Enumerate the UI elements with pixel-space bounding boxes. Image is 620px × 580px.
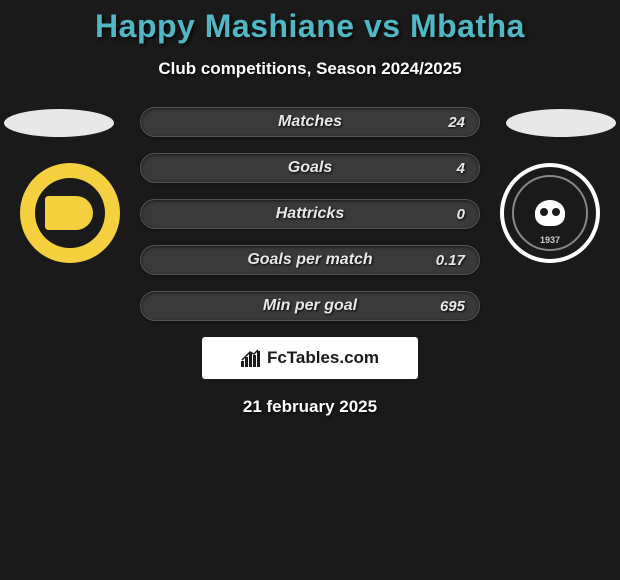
player-placeholder-right [506,109,616,137]
player-placeholder-left [4,109,114,137]
comparison-date: 21 february 2025 [0,397,620,417]
skull-icon [535,200,565,226]
brand-text: FcTables.com [267,348,379,368]
stat-right-mpg: 695 [440,298,465,315]
stat-right-gpm: 0.17 [436,252,465,269]
stat-row-gpm: Goals per match 0.17 [140,245,480,275]
page-subtitle: Club competitions, Season 2024/2025 [0,59,620,79]
brand-box[interactable]: FcTables.com [202,337,418,379]
stat-rows: Matches 24 Goals 4 Hattricks 0 Goals per… [140,107,480,321]
stat-row-mpg: Min per goal 695 [140,291,480,321]
stat-label-matches: Matches [278,113,342,131]
stat-row-matches: Matches 24 [140,107,480,137]
stat-right-goals: 4 [457,160,465,177]
club-right-year: 1937 [540,235,560,245]
page-title: Happy Mashiane vs Mbatha [0,8,620,45]
stat-right-hattricks: 0 [457,206,465,223]
stat-row-goals: Goals 4 [140,153,480,183]
stat-label-goals: Goals [288,159,332,177]
comparison-card: Happy Mashiane vs Mbatha Club competitio… [0,0,620,580]
club-badge-right: 1937 [500,163,600,263]
stat-right-matches: 24 [448,114,465,131]
club-badge-left-inner [35,178,105,248]
stat-row-hattricks: Hattricks 0 [140,199,480,229]
stats-area: 1937 Matches 24 Goals 4 Hattricks 0 G [0,107,620,417]
stat-label-mpg: Min per goal [263,297,357,315]
stat-label-hattricks: Hattricks [276,205,344,223]
club-badge-left [20,163,120,263]
bar-chart-icon [241,349,263,367]
club-badge-right-ring: 1937 [512,175,588,251]
stat-label-gpm: Goals per match [247,251,372,269]
